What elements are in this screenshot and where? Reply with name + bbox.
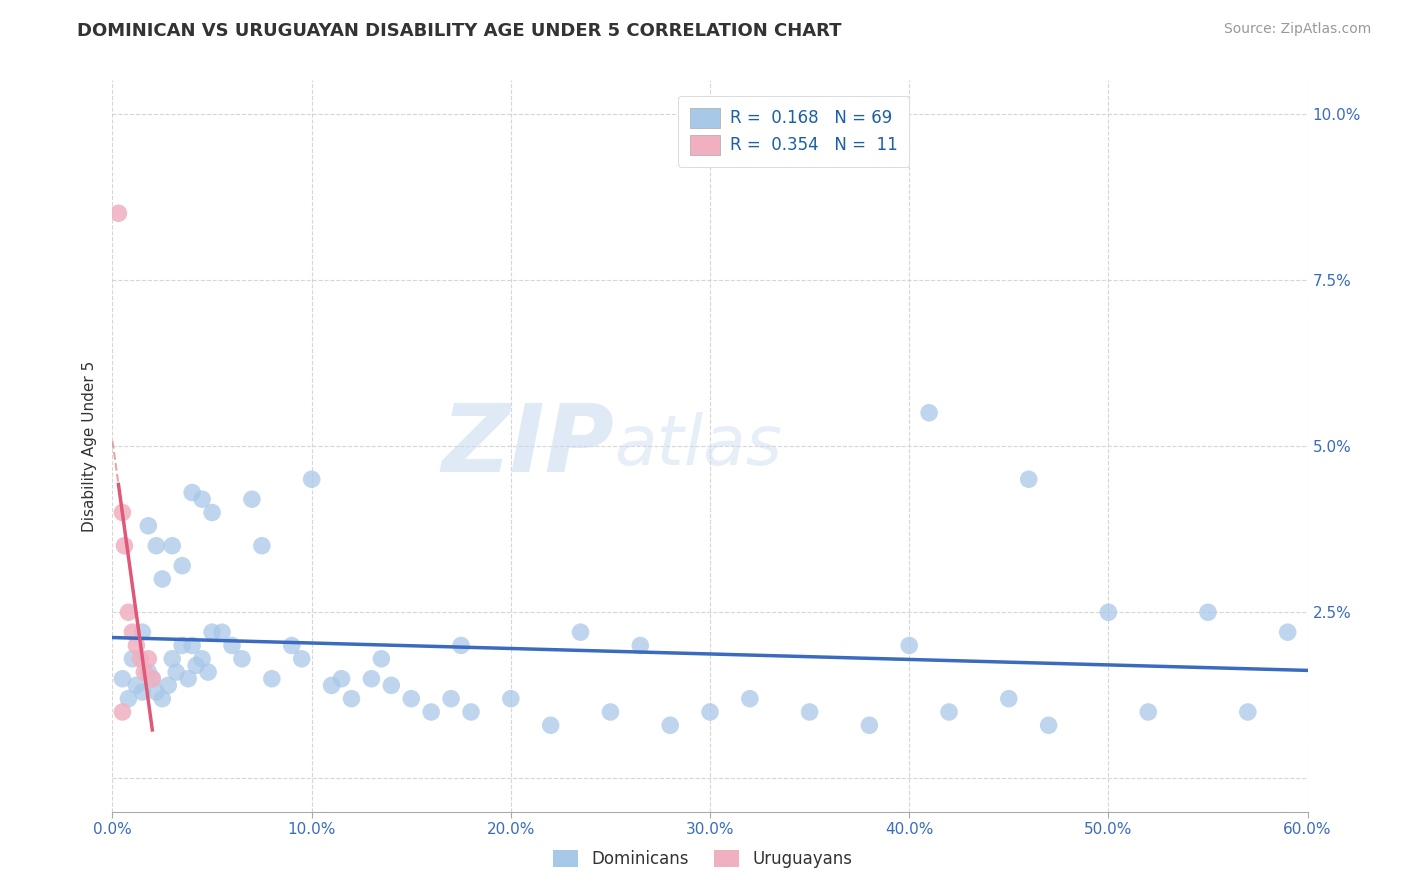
Point (569, 625, 592, 640)
Point (221, 639, 243, 653)
Point (129, 652, 152, 666)
Point (1237, 705, 1260, 719)
Text: DOMINICAN VS URUGUAYAN DISABILITY AGE UNDER 5 CORRELATION CHART: DOMINICAN VS URUGUAYAN DISABILITY AGE UN… (77, 22, 842, 40)
Legend: R =  0.168   N = 69, R =  0.354   N =  11: R = 0.168 N = 69, R = 0.354 N = 11 (678, 96, 910, 167)
Point (181, 485, 204, 500)
Point (1137, 705, 1160, 719)
Point (998, 691, 1021, 706)
Point (172, 558, 194, 573)
Point (1038, 718, 1060, 732)
Point (111, 506, 134, 520)
Point (420, 705, 443, 719)
Point (628, 639, 651, 653)
Point (380, 678, 402, 692)
Point (440, 691, 463, 706)
Point (107, 206, 129, 220)
Point (898, 639, 921, 653)
Text: Source: ZipAtlas.com: Source: ZipAtlas.com (1223, 22, 1371, 37)
Point (450, 639, 472, 653)
Point (186, 658, 208, 673)
Point (125, 678, 148, 692)
Point (858, 718, 880, 732)
Point (370, 652, 392, 666)
Point (401, 691, 423, 706)
Text: ZIP: ZIP (441, 400, 614, 492)
Point (162, 539, 183, 553)
Point (291, 652, 314, 666)
Point (360, 672, 382, 686)
Point (250, 539, 273, 553)
Point (117, 605, 139, 619)
Y-axis label: Disability Age Under 5: Disability Age Under 5 (82, 360, 97, 532)
Point (1277, 625, 1299, 640)
Point (141, 672, 163, 686)
Point (699, 705, 721, 719)
Point (659, 718, 682, 732)
Point (599, 705, 621, 719)
Point (177, 672, 200, 686)
Point (157, 678, 180, 692)
Point (145, 539, 167, 553)
Point (540, 718, 562, 732)
Point (134, 665, 156, 679)
Point (141, 672, 163, 686)
Point (145, 685, 167, 699)
Point (111, 672, 134, 686)
Point (191, 652, 214, 666)
Point (138, 652, 160, 666)
Point (201, 506, 224, 520)
Point (117, 691, 139, 706)
Point (131, 685, 153, 699)
Point (162, 652, 183, 666)
Point (138, 518, 160, 533)
Point (799, 705, 821, 719)
Point (1097, 605, 1119, 619)
Point (150, 572, 173, 586)
Point (330, 672, 353, 686)
Legend: Dominicans, Uruguayans: Dominicans, Uruguayans (547, 843, 859, 875)
Point (111, 705, 134, 719)
Point (231, 652, 253, 666)
Point (918, 406, 941, 420)
Point (121, 625, 143, 640)
Point (191, 492, 214, 507)
Point (260, 672, 283, 686)
Point (125, 639, 148, 653)
Point (938, 705, 960, 719)
Point (1018, 472, 1040, 486)
Point (138, 665, 160, 679)
Point (499, 691, 522, 706)
Point (165, 665, 187, 679)
Point (150, 691, 173, 706)
Point (114, 539, 135, 553)
Point (240, 492, 263, 507)
Point (172, 639, 194, 653)
Point (281, 639, 304, 653)
Point (211, 625, 233, 640)
Point (121, 652, 143, 666)
Point (301, 472, 323, 486)
Text: atlas: atlas (614, 412, 782, 480)
Point (197, 665, 219, 679)
Point (131, 625, 153, 640)
Point (321, 678, 343, 692)
Point (738, 691, 761, 706)
Point (181, 639, 204, 653)
Point (201, 625, 224, 640)
Point (340, 691, 363, 706)
Point (460, 705, 482, 719)
Point (1197, 605, 1219, 619)
